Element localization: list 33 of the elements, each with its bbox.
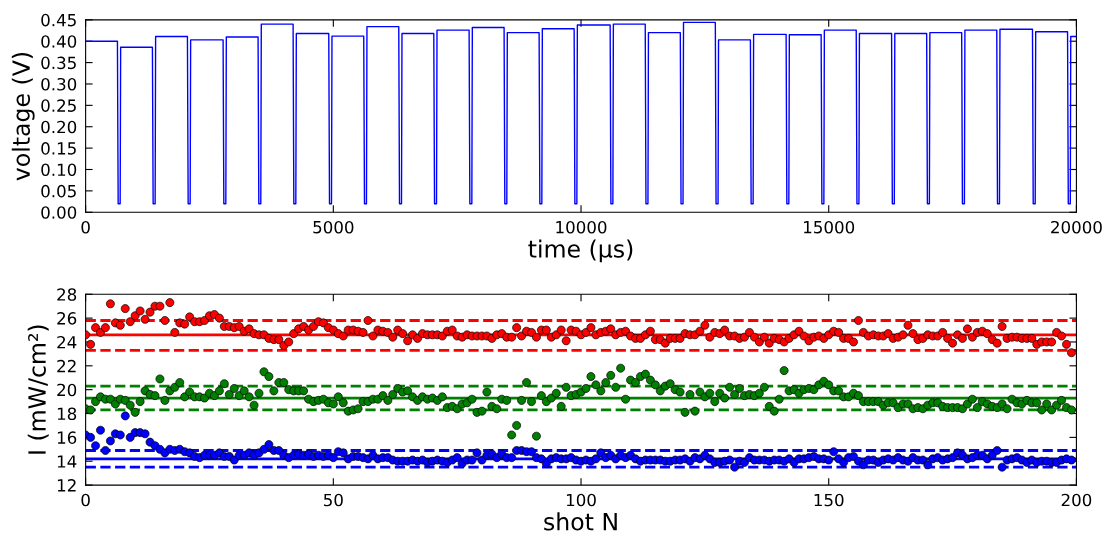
x-tick-label: 10000 xyxy=(556,220,607,234)
y-tick-label: 0.05 xyxy=(41,184,76,198)
x-tick-label: 0 xyxy=(81,493,90,507)
y-tick-label: 0.30 xyxy=(41,77,77,91)
y-tick-label: 28 xyxy=(57,288,77,301)
y-tick-label: 0.00 xyxy=(41,206,77,219)
y-tick-label: 0.35 xyxy=(41,56,76,70)
y-tick-label: 0.25 xyxy=(41,99,76,112)
y-tick-label: 0.45 xyxy=(41,13,76,27)
x-tick-label: 200 xyxy=(1061,493,1092,507)
y-tick-label: 0.10 xyxy=(41,163,77,177)
x-axis-title: time (μs) xyxy=(528,239,633,263)
x-tick-label: 150 xyxy=(814,493,844,507)
y-tick-label: 16 xyxy=(57,431,77,444)
y-tick-label: 14 xyxy=(57,455,77,468)
y-tick-label: 0.15 xyxy=(41,142,76,155)
x-tick-label: 0 xyxy=(81,220,90,234)
y-tick-label: 18 xyxy=(57,407,77,421)
x-tick-label: 100 xyxy=(566,493,596,507)
y-tick-label: 22 xyxy=(57,359,76,373)
x-axis-title: shot N xyxy=(544,512,617,531)
y-tick-label: 24 xyxy=(57,335,77,349)
y-tick-label: 20 xyxy=(57,383,77,397)
y-axis-title: voltage (V) xyxy=(11,52,35,181)
y-tick-label: 0.20 xyxy=(41,120,77,134)
x-tick-label: 5000 xyxy=(313,220,354,234)
y-axis-title: I (mW/cm²) xyxy=(27,325,49,454)
y-tick-label: 26 xyxy=(57,312,77,325)
x-tick-label: 15000 xyxy=(804,220,855,234)
y-tick-label: 0.40 xyxy=(41,35,77,48)
x-tick-label: 20000 xyxy=(1051,220,1102,234)
y-tick-label: 12 xyxy=(57,479,76,492)
x-tick-label: 50 xyxy=(324,493,343,507)
